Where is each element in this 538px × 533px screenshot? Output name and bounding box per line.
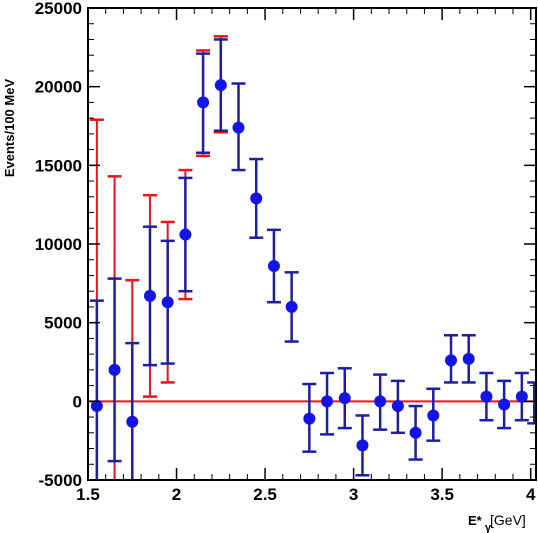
data-point-group bbox=[444, 334, 459, 384]
y-tick-label: 5000 bbox=[44, 314, 82, 333]
data-point bbox=[232, 121, 245, 134]
x-axis-label: E* γ [GeV] bbox=[468, 512, 526, 533]
x-tick-label: 4 bbox=[526, 485, 536, 504]
y-tick-label: 20000 bbox=[35, 78, 82, 97]
data-point bbox=[356, 439, 369, 452]
data-point-group bbox=[514, 371, 529, 422]
data-point-group bbox=[527, 381, 536, 425]
data-point bbox=[374, 395, 387, 408]
x-axis-label-sub: γ bbox=[485, 522, 492, 533]
data-point bbox=[267, 260, 280, 273]
data-point-group bbox=[213, 35, 228, 134]
y-tick-label: 25000 bbox=[35, 0, 82, 18]
data-point bbox=[197, 96, 210, 109]
x-tick-label: 2.5 bbox=[253, 485, 277, 504]
y-tick-label: 15000 bbox=[35, 156, 82, 175]
data-point bbox=[321, 395, 334, 408]
data-point-group bbox=[231, 82, 246, 172]
data-point bbox=[126, 415, 139, 428]
data-point bbox=[391, 400, 404, 413]
data-point-group bbox=[266, 228, 281, 304]
plot-frame bbox=[87, 7, 537, 481]
data-point bbox=[480, 390, 493, 403]
data-point-group bbox=[408, 404, 423, 461]
data-point bbox=[250, 192, 263, 205]
axis-ticks: -5000 0 5000 10000 15000 20000 25000 1.5 2 2.5 3 3.… bbox=[35, 0, 536, 504]
data-point-group bbox=[196, 49, 211, 158]
data-point-group bbox=[142, 193, 157, 398]
data-point bbox=[445, 354, 458, 367]
data-point-group bbox=[461, 334, 476, 384]
y-axis-label: Events/100 MeV bbox=[2, 79, 17, 178]
data-point-group bbox=[302, 382, 317, 453]
x-axis-label-main: E* bbox=[468, 513, 483, 528]
data-point bbox=[515, 390, 528, 403]
data-point-group bbox=[89, 118, 104, 480]
data-point-group bbox=[160, 220, 175, 384]
data-point-group bbox=[178, 168, 193, 301]
data-point-group bbox=[284, 271, 299, 343]
data-point bbox=[90, 400, 103, 413]
y-tick-label: 10000 bbox=[35, 235, 82, 254]
data-point-group bbox=[337, 367, 352, 430]
data-point-group bbox=[426, 387, 441, 442]
data-point-group bbox=[125, 278, 140, 480]
data-point-group bbox=[355, 414, 370, 477]
y-tick-label: -5000 bbox=[39, 471, 82, 490]
data-point-group bbox=[249, 157, 264, 239]
x-tick-label: 3 bbox=[349, 485, 358, 504]
data-point bbox=[303, 412, 316, 425]
data-point bbox=[409, 426, 422, 439]
x-tick-label: 1.5 bbox=[76, 485, 100, 504]
data-point bbox=[498, 398, 511, 411]
y-tick-label: 0 bbox=[73, 392, 82, 411]
data-point-group bbox=[320, 371, 335, 436]
x-tick-label: 2 bbox=[172, 485, 181, 504]
x-axis-label-unit: [GeV] bbox=[490, 512, 526, 528]
data-point bbox=[179, 228, 192, 241]
data-point bbox=[462, 352, 475, 365]
x-tick-label: 3.5 bbox=[430, 485, 454, 504]
data-point bbox=[161, 296, 174, 309]
data-point bbox=[427, 409, 440, 422]
data-point bbox=[143, 289, 156, 302]
data-point-group bbox=[107, 175, 122, 480]
data-point bbox=[338, 392, 351, 405]
data-point bbox=[108, 363, 121, 376]
data-point-group bbox=[497, 379, 512, 430]
data-point-group bbox=[479, 371, 494, 422]
data-point bbox=[214, 79, 227, 92]
data-point-group bbox=[373, 373, 388, 431]
data-point-group bbox=[390, 379, 405, 435]
data-point bbox=[285, 300, 298, 313]
data-layer bbox=[88, 35, 536, 480]
